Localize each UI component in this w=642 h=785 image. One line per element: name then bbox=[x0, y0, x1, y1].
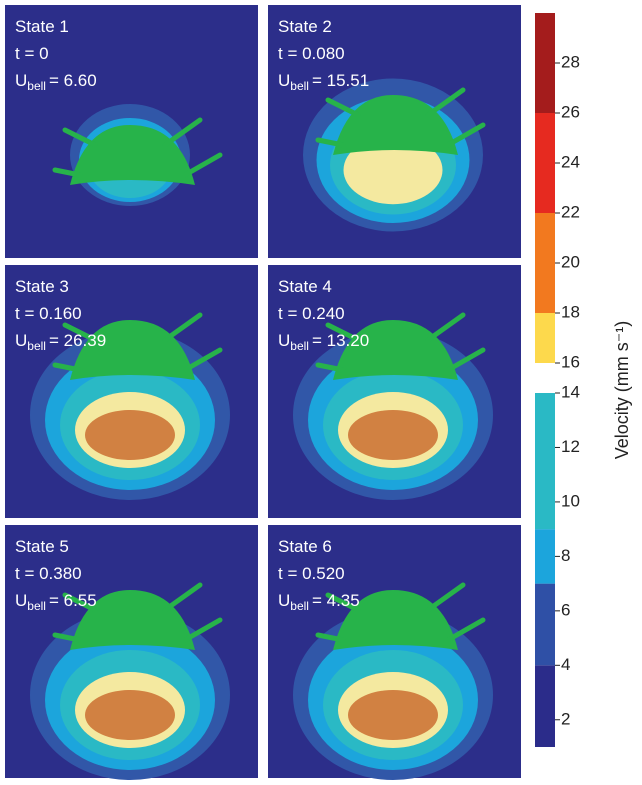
jellyfish bbox=[333, 95, 458, 155]
velocity-subscript: bell bbox=[290, 339, 309, 353]
colorbar-tick-label: 4 bbox=[561, 655, 570, 674]
velocity-value: = 6.60 bbox=[49, 71, 97, 90]
velocity-symbol: U bbox=[15, 331, 27, 350]
panel: State 4 t = 0.240 Ubell = 13.20 bbox=[268, 265, 521, 518]
panel: State 1 t = 0 Ubell = 6.60 bbox=[5, 5, 258, 258]
velocity-label: Ubell = 13.20 bbox=[278, 331, 369, 353]
state-label: State 5 bbox=[15, 537, 69, 556]
time-label: t = 0 bbox=[15, 44, 49, 63]
tentacles bbox=[52, 582, 223, 643]
tentacles bbox=[315, 87, 486, 148]
colorbar-tick-label: 24 bbox=[561, 152, 580, 171]
state-label: State 3 bbox=[15, 277, 69, 296]
velocity-subscript: bell bbox=[290, 79, 309, 93]
colorbar-band bbox=[535, 13, 555, 113]
colorbar-tick-label: 18 bbox=[561, 302, 580, 321]
tentacles bbox=[52, 312, 223, 373]
velocity-label: Ubell = 6.60 bbox=[15, 71, 97, 93]
colorbar-tick-label: 22 bbox=[561, 202, 580, 221]
colorbar-band bbox=[535, 113, 555, 213]
colorbar-label: Velocity (mm s⁻¹) bbox=[612, 321, 632, 460]
panel: State 5 t = 0.380 Ubell = 6.55 bbox=[5, 525, 258, 780]
colorbar-band bbox=[535, 665, 555, 747]
velocity-value: = 6.55 bbox=[49, 591, 97, 610]
jellyfish bbox=[70, 320, 195, 380]
time-label: t = 0.520 bbox=[278, 564, 345, 583]
colorbar-tick-label: 6 bbox=[561, 600, 570, 619]
state-label: State 6 bbox=[278, 537, 332, 556]
state-label: State 4 bbox=[278, 277, 332, 296]
flow-hot bbox=[348, 690, 438, 740]
flow-hot bbox=[85, 410, 175, 460]
time-label: t = 0.240 bbox=[278, 304, 345, 323]
colorbar-tick-label: 20 bbox=[561, 252, 580, 271]
velocity-symbol: U bbox=[278, 591, 290, 610]
velocity-value: = 15.51 bbox=[312, 71, 369, 90]
velocity-subscript: bell bbox=[27, 599, 46, 613]
tentacles bbox=[315, 312, 486, 373]
jellyfish bbox=[333, 320, 458, 380]
velocity-symbol: U bbox=[278, 331, 290, 350]
colorbar-tick-label: 12 bbox=[561, 437, 580, 456]
tentacles bbox=[52, 117, 223, 178]
velocity-value: = 26.39 bbox=[49, 331, 106, 350]
state-label: State 1 bbox=[15, 17, 69, 36]
colorbar-band bbox=[535, 529, 555, 584]
velocity-value: = 4.35 bbox=[312, 591, 360, 610]
velocity-symbol: U bbox=[15, 591, 27, 610]
velocity-subscript: bell bbox=[290, 599, 309, 613]
flow-hot bbox=[348, 410, 438, 460]
colorbar-tick-label: 8 bbox=[561, 546, 570, 565]
panel: State 6 t = 0.520 Ubell = 4.35 bbox=[268, 525, 521, 780]
state-label: State 2 bbox=[278, 17, 332, 36]
colorbar-tick-label: 28 bbox=[561, 52, 580, 71]
velocity-subscript: bell bbox=[27, 339, 46, 353]
velocity-label: Ubell = 26.39 bbox=[15, 331, 106, 353]
velocity-label: Ubell = 15.51 bbox=[278, 71, 369, 93]
flow-hot bbox=[85, 690, 175, 740]
colorbar-tick-label: 2 bbox=[561, 709, 570, 728]
jellyfish bbox=[70, 590, 195, 650]
colorbar-tick-label: 26 bbox=[561, 102, 580, 121]
colorbar-band bbox=[535, 313, 555, 363]
velocity-subscript: bell bbox=[27, 79, 46, 93]
time-label: t = 0.080 bbox=[278, 44, 345, 63]
time-label: t = 0.380 bbox=[15, 564, 82, 583]
velocity-label: Ubell = 6.55 bbox=[15, 591, 97, 613]
time-label: t = 0.160 bbox=[15, 304, 82, 323]
colorbar-band bbox=[535, 393, 555, 530]
colorbar-tick-label: 10 bbox=[561, 491, 580, 510]
colorbar-band bbox=[535, 213, 555, 313]
colorbar-tick-label: 16 bbox=[561, 352, 580, 371]
panel: State 2 t = 0.080 Ubell = 15.51 bbox=[268, 5, 521, 258]
velocity-value: = 13.20 bbox=[312, 331, 369, 350]
tentacles bbox=[315, 582, 486, 643]
flow-core bbox=[343, 135, 443, 205]
colorbar-tick-label: 14 bbox=[561, 382, 580, 401]
velocity-label: Ubell = 4.35 bbox=[278, 591, 360, 613]
panel: State 3 t = 0.160 Ubell = 26.39 bbox=[5, 265, 258, 518]
colorbar-band bbox=[535, 583, 555, 666]
velocity-symbol: U bbox=[15, 71, 27, 90]
velocity-symbol: U bbox=[278, 71, 290, 90]
jellyfish bbox=[70, 125, 195, 185]
jellyfish bbox=[333, 590, 458, 650]
